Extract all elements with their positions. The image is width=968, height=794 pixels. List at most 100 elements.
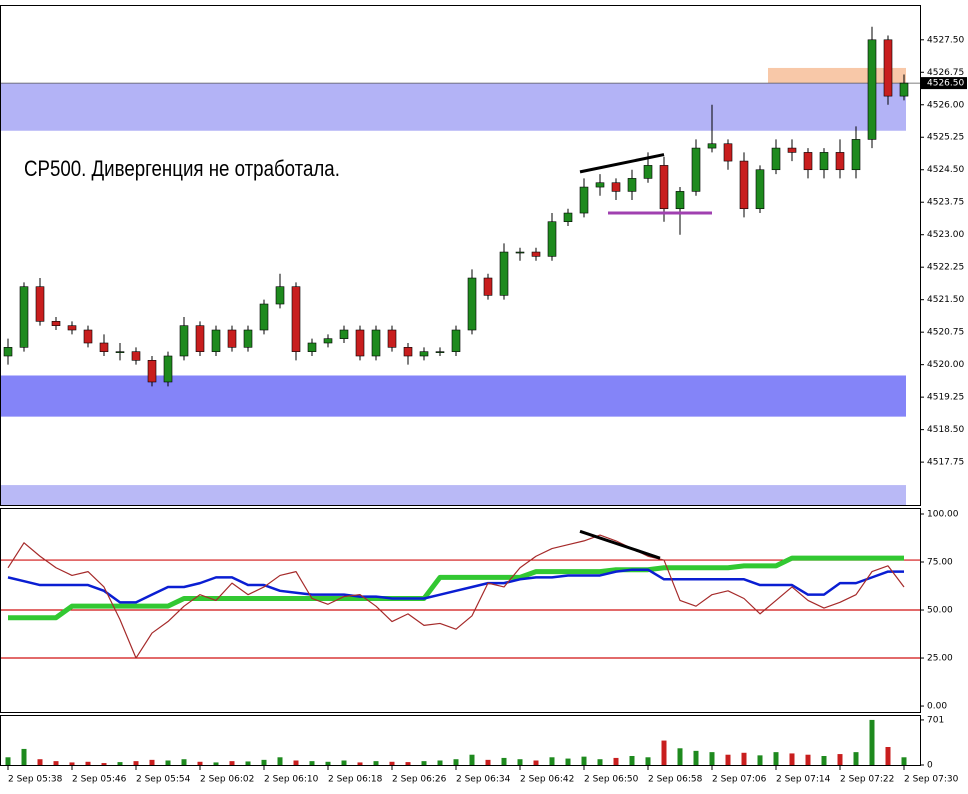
candle-body (435, 351, 445, 353)
candle-body (275, 286, 285, 305)
x-tick-label: 2 Sep 06:58 (648, 775, 703, 785)
volume-bar (709, 752, 715, 765)
candle-body (899, 82, 909, 97)
candle-body (179, 325, 189, 357)
candle-body (675, 191, 685, 210)
volume-bar (325, 761, 331, 765)
main-pane-frame (0, 5, 921, 506)
candle-body (835, 152, 845, 171)
candle-body (195, 325, 205, 352)
x-tick-label: 2 Sep 07:30 (904, 775, 959, 785)
x-tick-label: 2 Sep 06:18 (328, 775, 383, 785)
x-tick-label: 2 Sep 06:26 (392, 775, 447, 785)
candle-body (403, 347, 413, 357)
candle-body (771, 147, 781, 171)
volume-bar (549, 757, 555, 765)
volume-bar (101, 763, 107, 765)
volume-bar (21, 748, 27, 765)
last-price-label: 4526.50 (927, 79, 964, 89)
y-tick-label: 4523.00 (927, 230, 964, 240)
volume-bar (405, 762, 411, 765)
volume-bar (133, 761, 139, 765)
x-tick-label: 2 Sep 05:54 (136, 775, 191, 785)
price-zone (0, 375, 906, 417)
plots: 4527.50 4526.75 4526.00 4525.25 4524.50 4523.… (0, 26, 967, 785)
candle-body (787, 147, 797, 153)
candle-body (211, 329, 221, 352)
candle-body (291, 286, 301, 352)
x-tick-label: 2 Sep 05:38 (8, 775, 63, 785)
volume-bar (469, 754, 475, 765)
volume-bar (357, 762, 363, 765)
candle-body (99, 342, 109, 352)
volume-bar (581, 756, 587, 765)
volume-bar (789, 753, 795, 765)
candle-body (259, 303, 269, 331)
indicator-line (7, 568, 904, 604)
volume-bar (677, 748, 683, 765)
volume-bar (757, 755, 763, 765)
x-tick-label: 2 Sep 07:14 (776, 775, 831, 785)
indicator-line (8, 555, 904, 621)
volume-bar (197, 761, 203, 765)
volume-bar (85, 761, 91, 765)
volume-bar (69, 762, 75, 765)
candle-body (755, 169, 765, 210)
candle-body (147, 360, 157, 383)
volume-bar (117, 762, 123, 765)
candle-body (83, 329, 93, 344)
volume-bar (341, 760, 347, 765)
candle-body (339, 329, 349, 339)
y-tick-label: 4527.50 (927, 35, 964, 45)
volume-bar (853, 752, 859, 765)
x-tick-label: 2 Sep 06:34 (456, 775, 511, 785)
y-tick-label: 4517.75 (927, 458, 964, 468)
x-tick-label: 2 Sep 06:10 (264, 775, 319, 785)
x-tick-label: 2 Sep 05:46 (72, 775, 127, 785)
y-tick-label: 0 (927, 761, 933, 771)
volume-bar (53, 761, 59, 765)
candle-body (67, 325, 77, 331)
y-tick-label: 50.00 (927, 606, 953, 616)
y-tick-label: 0.00 (927, 702, 947, 712)
volume-bar (421, 761, 427, 765)
trend-line (579, 529, 661, 560)
volume-bar (229, 761, 235, 765)
candle-body (691, 147, 701, 192)
volume-bar (373, 761, 379, 765)
y-tick-label: 701 (927, 715, 944, 725)
candle-body (819, 152, 829, 171)
x-tick-label: 2 Sep 06:02 (200, 775, 254, 785)
volume-bar (165, 760, 171, 765)
volume-bar (437, 760, 443, 765)
candle-body (851, 139, 861, 171)
price-zone (0, 83, 906, 131)
volume-bar (533, 760, 539, 765)
candle-body (131, 351, 141, 361)
candle-body (307, 342, 317, 352)
candle-body (51, 321, 61, 326)
volume-bar (693, 750, 699, 765)
candle-body (3, 347, 13, 357)
x-tick-label: 2 Sep 07:22 (840, 775, 894, 785)
candle-body (707, 143, 717, 149)
candle-body (531, 251, 541, 257)
volume-bar (885, 746, 891, 765)
volume-bar (805, 754, 811, 765)
y-tick-label: 4523.75 (927, 198, 964, 208)
volume-bar (741, 752, 747, 765)
y-tick-label: 4526.75 (927, 68, 964, 78)
candle-body (611, 182, 621, 192)
y-tick-label: 4524.50 (927, 165, 964, 175)
volume-bar (725, 754, 731, 765)
volume-bar (293, 760, 299, 765)
volume-bar (773, 752, 779, 765)
volume-bar (5, 757, 11, 765)
candle-body (19, 286, 29, 348)
volume-bar (389, 761, 395, 765)
candle-body (579, 186, 589, 214)
volume-bar (245, 761, 251, 765)
volume-bar (597, 759, 603, 765)
annotation: СР500. Дивергенция не отработала. (24, 157, 340, 181)
trend-line (579, 153, 665, 174)
